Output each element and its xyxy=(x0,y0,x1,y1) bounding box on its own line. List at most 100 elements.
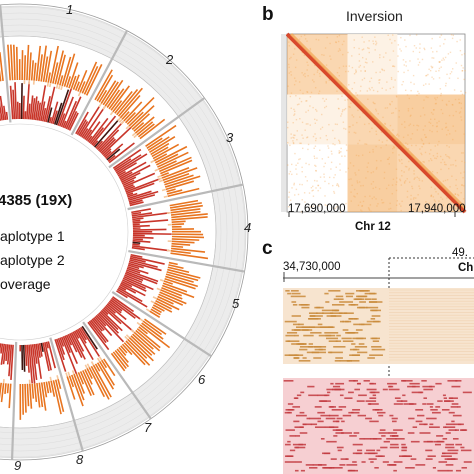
haplotype-1-bar xyxy=(125,111,136,124)
contact-pixel xyxy=(381,199,383,201)
contact-pixel xyxy=(319,75,321,77)
contact-pixel xyxy=(435,98,437,101)
contact-pixel xyxy=(344,155,346,157)
haplotype-1-bar xyxy=(121,111,130,120)
haplotype-2-bar xyxy=(97,129,120,152)
contact-pixel xyxy=(388,156,391,159)
read-mark xyxy=(368,452,378,455)
haplotype-1-bar xyxy=(74,81,80,91)
contact-pixel xyxy=(368,208,370,210)
read-mark xyxy=(299,348,308,351)
haplotype-1-bar xyxy=(66,376,76,400)
contact-pixel xyxy=(319,187,322,189)
contact-pixel xyxy=(450,164,452,166)
haplotype-1-bar xyxy=(79,81,86,93)
contact-pixel xyxy=(347,167,350,170)
contact-pixel xyxy=(306,136,308,139)
phase-marker xyxy=(157,175,162,179)
contact-pixel xyxy=(448,114,451,117)
haplotype-2-bar xyxy=(87,135,93,142)
contact-pixel xyxy=(338,152,340,154)
contact-pixel xyxy=(294,110,296,113)
read-mark xyxy=(312,464,322,466)
haplotype-2-bar xyxy=(62,120,67,128)
read-mark xyxy=(308,343,314,345)
contact-pixel xyxy=(430,158,432,160)
read-mark xyxy=(332,388,341,391)
contact-pixel xyxy=(464,210,467,213)
haplotype-2-bar xyxy=(26,81,30,120)
contact-pixel xyxy=(301,166,303,169)
track-border xyxy=(0,35,217,429)
contact-pixel xyxy=(459,111,462,113)
contact-pixel xyxy=(459,39,461,41)
read-mark xyxy=(348,469,358,472)
phase-marker xyxy=(58,85,61,90)
contact-pixel xyxy=(417,194,419,196)
haplotype-2-bar xyxy=(65,96,82,130)
contact-pixel xyxy=(396,96,398,98)
contact-pixel xyxy=(414,208,416,210)
contact-pixel xyxy=(400,50,402,52)
read-mark xyxy=(338,298,344,300)
contact-pixel xyxy=(300,142,302,145)
panel-b-letter: b xyxy=(262,4,274,25)
read-mark xyxy=(448,397,458,399)
haplotype-1-bar xyxy=(127,338,148,359)
read-mark xyxy=(435,382,442,385)
contact-pixel xyxy=(369,195,371,197)
contact-pixel xyxy=(311,79,314,81)
haplotype-1-bar xyxy=(138,326,148,335)
read-mark xyxy=(426,417,437,420)
haplotype-1-bar xyxy=(85,64,103,96)
read-mark xyxy=(353,323,361,326)
haplotype-1-bar xyxy=(142,320,163,336)
contact-pixel xyxy=(405,65,407,67)
contact-pixel xyxy=(424,125,426,127)
haplotype-1-bar xyxy=(166,189,183,195)
contact-pixel xyxy=(301,183,303,186)
contact-pixel xyxy=(293,182,295,185)
haplotype-2-bar xyxy=(26,344,30,373)
haplotype-2-bar xyxy=(5,111,9,120)
read-mark xyxy=(307,385,315,388)
contact-pixel xyxy=(421,139,423,142)
read-mark xyxy=(351,343,356,345)
haplotype-2-bar xyxy=(85,121,101,141)
haplotype-2-bar xyxy=(45,341,49,349)
contact-pixel xyxy=(290,71,292,73)
read-mark xyxy=(402,394,406,397)
read-mark xyxy=(429,385,435,388)
read-mark xyxy=(328,414,339,417)
contact-pixel xyxy=(440,196,442,199)
haplotype-2-bar xyxy=(44,342,52,371)
read-mark xyxy=(291,301,297,303)
haplotype-1-bar xyxy=(164,175,201,188)
contact-pixel xyxy=(445,134,448,136)
contact-pixel xyxy=(290,56,292,59)
contact-pixel xyxy=(386,158,389,161)
read-mark xyxy=(299,411,305,414)
contact-pixel xyxy=(446,155,448,158)
contact-pixel xyxy=(455,110,457,113)
haplotype-2-bar xyxy=(130,253,143,258)
track-gridline xyxy=(0,6,246,458)
read-mark xyxy=(455,469,462,472)
haplotype-2-bar xyxy=(43,95,51,122)
contact-pixel xyxy=(309,206,312,208)
haplotype-2-bar xyxy=(132,219,169,224)
haplotype-2-bar xyxy=(101,127,132,156)
read-mark xyxy=(292,304,298,306)
contact-pixel xyxy=(339,163,341,165)
read-mark xyxy=(319,326,333,328)
haplotype-1-bar xyxy=(96,362,115,390)
haplotype-2-bar xyxy=(125,178,161,193)
contact-pixel xyxy=(305,111,307,113)
contact-pixel xyxy=(361,49,364,51)
contact-pixel xyxy=(454,98,457,101)
read-mark xyxy=(335,432,344,434)
haplotype-1-bar xyxy=(121,343,133,356)
read-mark xyxy=(366,388,377,391)
contact-pixel xyxy=(292,142,295,145)
contact-pixel xyxy=(375,133,378,136)
